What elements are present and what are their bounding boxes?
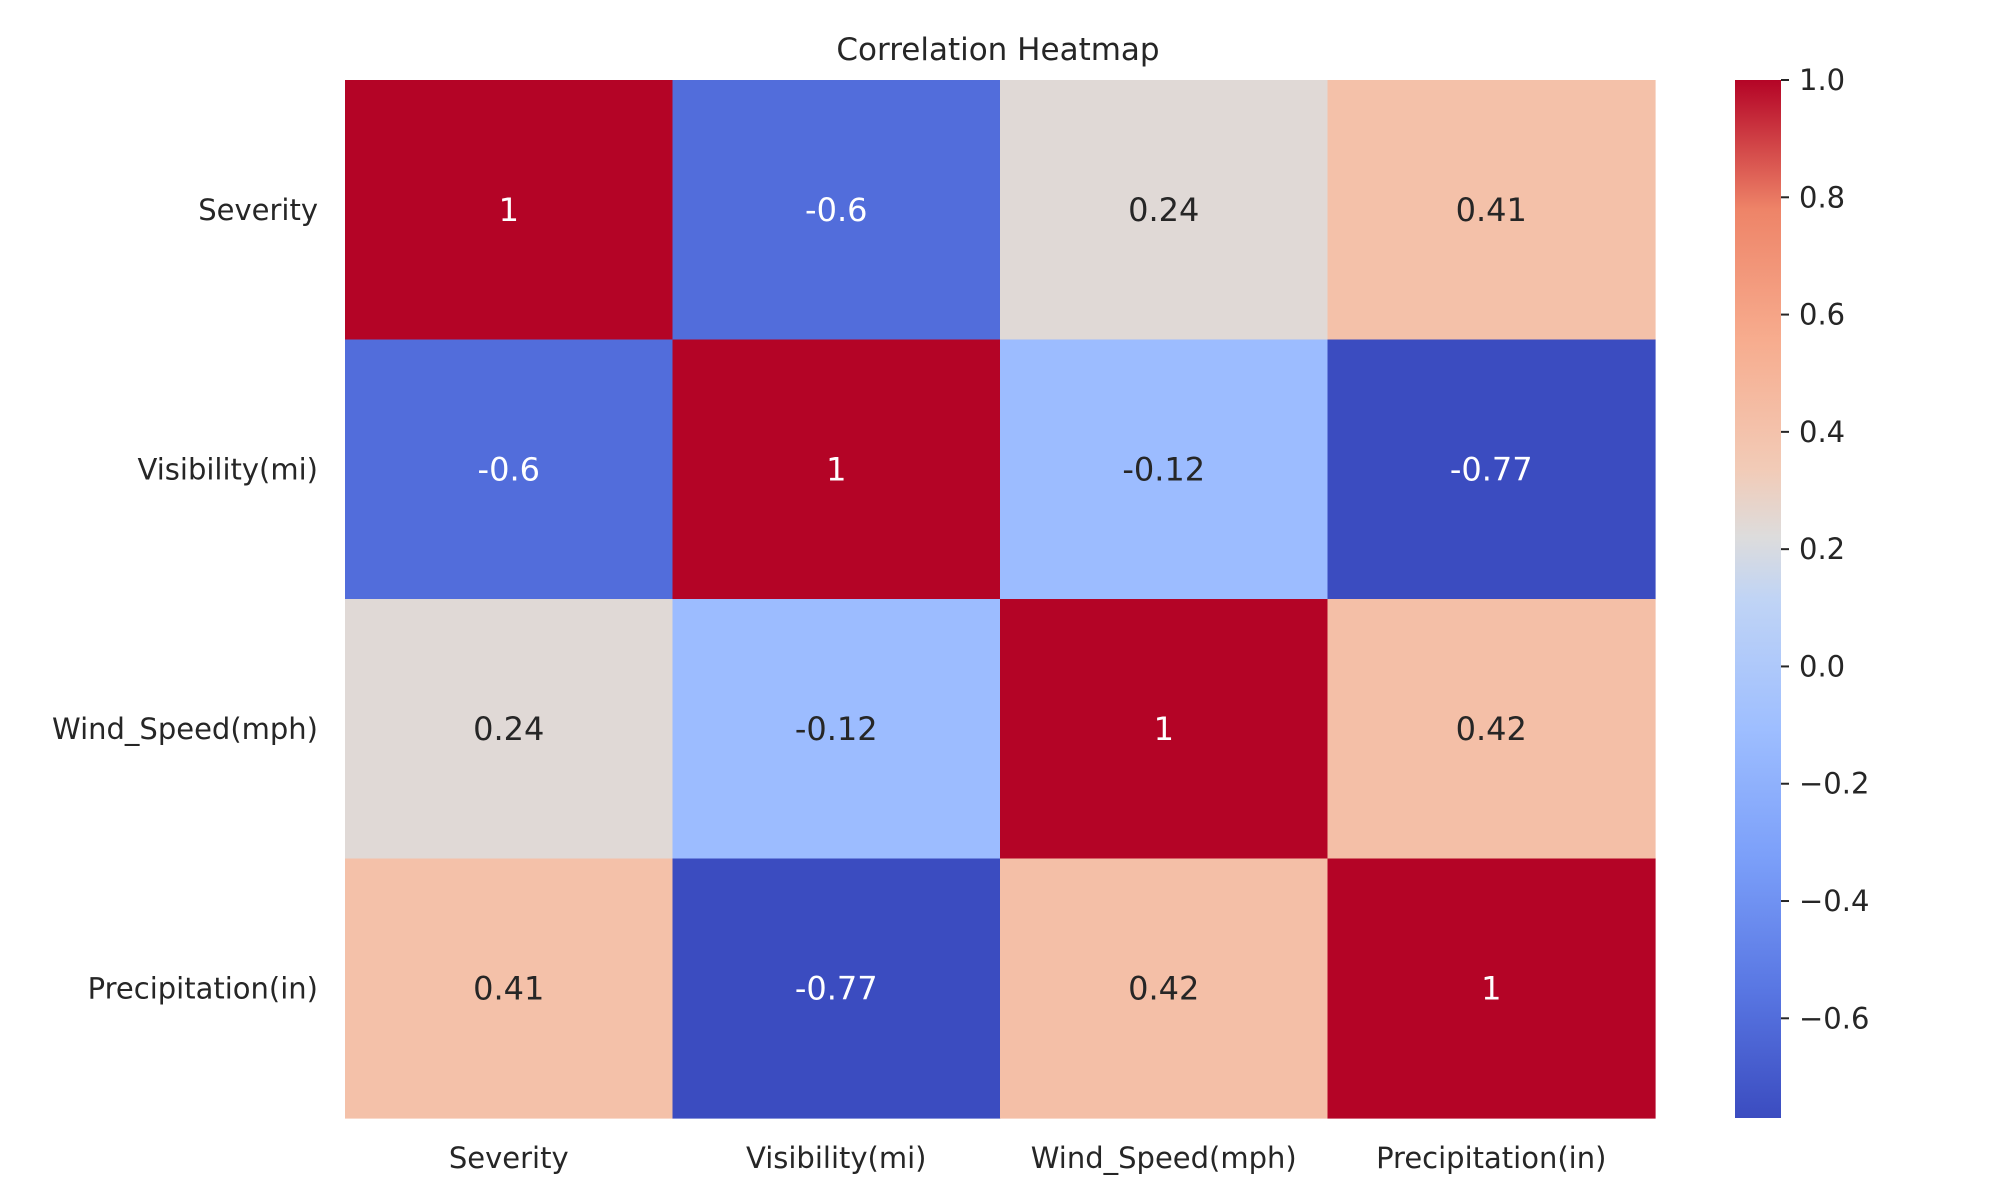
- heatmap-cell: [345, 80, 674, 341]
- heatmap-cell: [1327, 599, 1656, 860]
- heatmap-cell: [672, 339, 1001, 600]
- colorbar-tick-label: −0.2: [1799, 767, 1869, 801]
- colorbar-tick-label: 0.2: [1799, 532, 1845, 566]
- y-tick-label: Precipitation(in): [88, 971, 318, 1005]
- heatmap-cell: [1000, 80, 1329, 341]
- heatmap-cell: [1000, 599, 1329, 860]
- heatmap-cell: [672, 80, 1001, 341]
- heatmap-cell: [1327, 339, 1656, 600]
- heatmap-cell: [672, 858, 1001, 1119]
- heatmap-cell: [345, 599, 674, 860]
- colorbar-tick-label: 0.8: [1799, 180, 1845, 214]
- heatmap-cell: [1327, 858, 1656, 1119]
- heatmap-cell: [1327, 80, 1656, 341]
- cell-value-label: 0.42: [1456, 710, 1527, 748]
- y-tick-label: Visibility(mi): [138, 452, 318, 486]
- heatmap-cell: [345, 858, 674, 1119]
- colorbar-tick-label: 0.0: [1799, 649, 1845, 683]
- y-tick-labels: Severity Visibility(mi) Wind_Speed(mph) Pre…: [52, 193, 318, 1006]
- cell-value-label: 1: [1154, 710, 1174, 748]
- cell-value-label: -0.12: [1122, 450, 1205, 488]
- colorbar-tick-label: 0.6: [1799, 298, 1845, 332]
- heatmap-cell: [345, 339, 674, 600]
- colorbar-gradient: [1735, 80, 1781, 1118]
- x-tick-label: Visibility(mi): [746, 1141, 926, 1175]
- cell-value-label: -0.12: [795, 710, 878, 748]
- cell-value-label: 1: [1481, 969, 1501, 1007]
- y-tick-label: Severity: [198, 193, 318, 227]
- cell-value-label: 0.41: [473, 969, 544, 1007]
- cell-value-label: 1: [499, 191, 519, 229]
- heatmap-cells: [345, 80, 1656, 1119]
- colorbar-ticks: 1.0 0.8 0.6 0.4 0.2 0.0 −0.2 −0.4 −0.6: [1781, 63, 1869, 1035]
- x-tick-labels: Severity Visibility(mi) Wind_Speed(mph) Pre…: [449, 1141, 1607, 1175]
- cell-value-label: -0.77: [1450, 450, 1533, 488]
- colorbar-tick-label: −0.4: [1799, 884, 1869, 918]
- colorbar-tick-label: 1.0: [1799, 63, 1845, 97]
- cell-value-label: -0.6: [805, 191, 867, 229]
- x-tick-label: Precipitation(in): [1376, 1141, 1606, 1175]
- heatmap-cell: [1000, 858, 1329, 1119]
- colorbar-tick-label: −0.6: [1799, 1001, 1869, 1035]
- heatmap-cell-labels: 1 -0.6 0.24 0.41 -0.6 1 -0.12 -0.77 0.24 -0.12 1 0.…: [473, 191, 1533, 1008]
- heatmap-cell: [672, 599, 1001, 860]
- cell-value-label: 0.41: [1456, 191, 1527, 229]
- cell-value-label: 0.24: [1128, 191, 1199, 229]
- cell-value-label: 1: [826, 450, 846, 488]
- y-tick-label: Wind_Speed(mph): [52, 712, 318, 746]
- heatmap-cell: [1000, 339, 1329, 600]
- cell-value-label: 0.42: [1128, 969, 1199, 1007]
- x-tick-label: Wind_Speed(mph): [1031, 1141, 1297, 1175]
- cell-value-label: -0.6: [478, 450, 540, 488]
- colorbar-tick-label: 0.4: [1799, 415, 1845, 449]
- cell-value-label: -0.77: [795, 969, 878, 1007]
- colorbar: 1.0 0.8 0.6 0.4 0.2 0.0 −0.2 −0.4 −0.6: [1735, 63, 1869, 1118]
- x-tick-label: Severity: [449, 1141, 569, 1175]
- cell-value-label: 0.24: [473, 710, 544, 748]
- chart-title: Correlation Heatmap: [836, 32, 1159, 68]
